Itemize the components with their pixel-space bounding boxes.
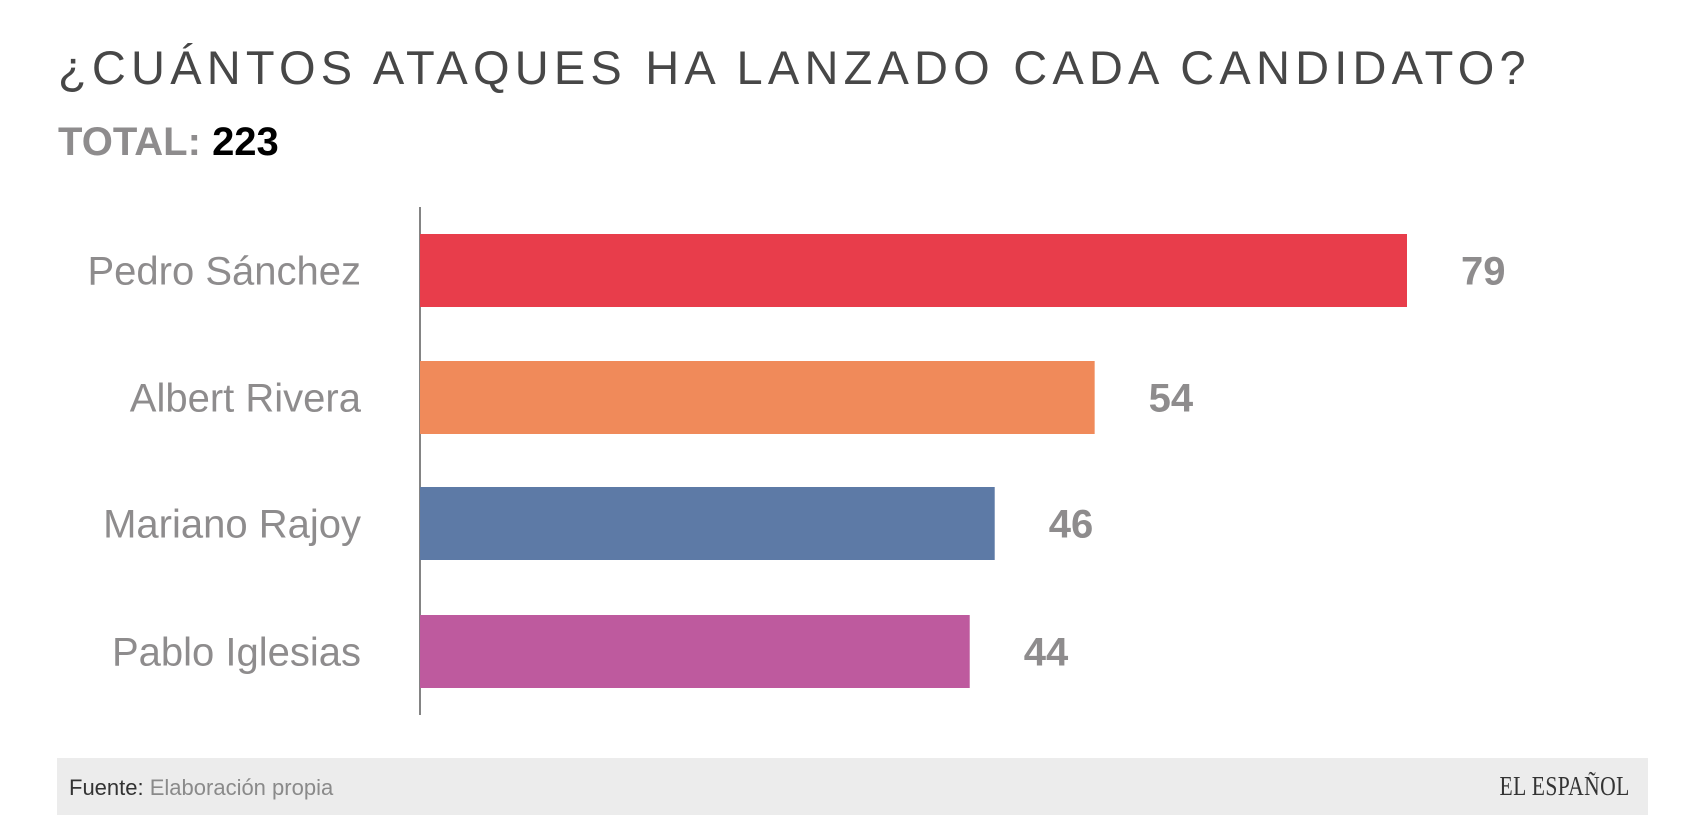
- bar-3: [420, 615, 970, 688]
- bar-2: [420, 487, 995, 560]
- source-note: Fuente: Elaboración propia: [69, 775, 333, 801]
- chart-title: ¿CUÁNTOS ATAQUES HA LANZADO CADA CANDIDA…: [58, 41, 1531, 94]
- category-label: Albert Rivera: [130, 377, 362, 421]
- total-label: TOTAL:: [58, 120, 201, 164]
- bar-chart: Pedro Sánchez 79 Albert Rivera 54 Mariano Ra…: [87, 207, 1506, 715]
- el-espanol-logo: EL ESPAÑOL: [1499, 771, 1630, 801]
- value-label: 44: [1024, 631, 1069, 675]
- value-label: 79: [1461, 250, 1506, 294]
- source-label: Fuente:: [69, 775, 144, 800]
- footer: Fuente: Elaboración propia EL ESPAÑOL: [57, 758, 1648, 815]
- total-summary: TOTAL: 223: [58, 120, 279, 165]
- category-label: Mariano Rajoy: [103, 503, 361, 547]
- bar-0: [420, 234, 1407, 307]
- bar-1: [420, 361, 1095, 434]
- value-label: 46: [1049, 503, 1094, 547]
- category-label: Pablo Iglesias: [112, 631, 361, 675]
- source-value: Elaboración propia: [149, 775, 334, 800]
- total-value: 223: [212, 120, 279, 164]
- value-label: 54: [1149, 377, 1194, 421]
- category-label: Pedro Sánchez: [87, 250, 361, 294]
